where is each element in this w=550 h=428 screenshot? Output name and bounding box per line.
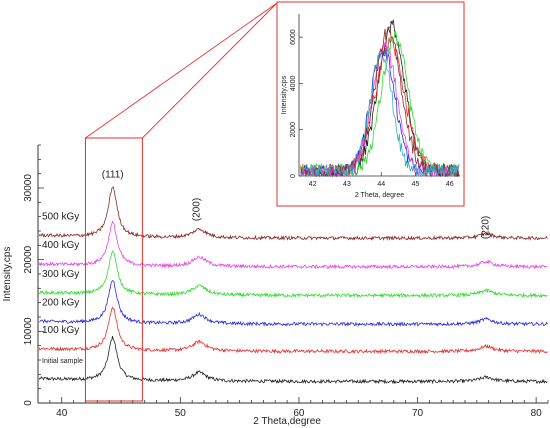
series-label: 200 kGy xyxy=(42,298,79,309)
inset-y-tick-label: 4000 xyxy=(290,76,297,92)
inset-x-tick-label: 45 xyxy=(412,181,420,188)
x-tick-label: 80 xyxy=(531,408,543,419)
inset-series-line xyxy=(300,51,460,178)
series-label: 400 kGy xyxy=(42,240,79,251)
inset-y-tick-label: 2000 xyxy=(290,122,297,138)
inset-x-tick-label: 42 xyxy=(309,181,317,188)
inset-y-tick-label: 0 xyxy=(290,174,297,178)
series-line xyxy=(38,186,548,241)
x-tick-label: 50 xyxy=(175,408,187,419)
series-label: Initial sample xyxy=(42,358,83,365)
x-tick-label: 70 xyxy=(412,408,424,419)
zoom-region-box xyxy=(84,137,143,402)
inset-y-tick-label: 6000 xyxy=(290,29,297,45)
zoom-connector-line xyxy=(85,2,278,139)
inset-y-axis-title: Intensity,cps xyxy=(281,75,288,114)
y-tick-label: 20000 xyxy=(23,245,34,273)
series-line xyxy=(38,306,548,355)
x-axis-title: 2 Theta,degree xyxy=(253,416,321,427)
inset-plot: 0 2000 4000 6000 42 43 44 45 46 2 Theta, degree In… xyxy=(276,1,465,207)
main-plot: 0 10000 20000 30000 40 50 60 70 80 2 Theta,degree… xyxy=(2,137,549,427)
inset-x-tick-label: 43 xyxy=(343,181,351,188)
series-line xyxy=(38,250,548,299)
series-label: 300 kGy xyxy=(42,269,79,280)
hkl-annotation: (200) xyxy=(191,198,202,221)
x-tick-label: 60 xyxy=(293,408,305,419)
x-tick-label: 40 xyxy=(56,408,68,419)
inset-x-tick-label: 46 xyxy=(446,181,454,188)
inset-x-axis-title: 2 Theta, degree xyxy=(355,192,404,199)
y-axis-title: Intensity,cps xyxy=(2,247,13,302)
series-label: 500 kGy xyxy=(42,212,79,223)
series-line xyxy=(38,336,548,385)
series-line xyxy=(38,220,548,270)
zoom-connector-line xyxy=(142,2,278,139)
series-line xyxy=(39,280,548,328)
y-tick-label: 30000 xyxy=(23,174,34,202)
series-label: 100 kGy xyxy=(42,325,79,336)
inset-x-tick-label: 44 xyxy=(377,181,385,188)
y-tick-label: 10000 xyxy=(23,317,34,345)
hkl-annotation: (111) xyxy=(102,169,124,180)
hkl-annotation: (220) xyxy=(481,216,492,239)
zoom-connector xyxy=(85,2,278,139)
y-tick-label: 0 xyxy=(23,400,34,406)
